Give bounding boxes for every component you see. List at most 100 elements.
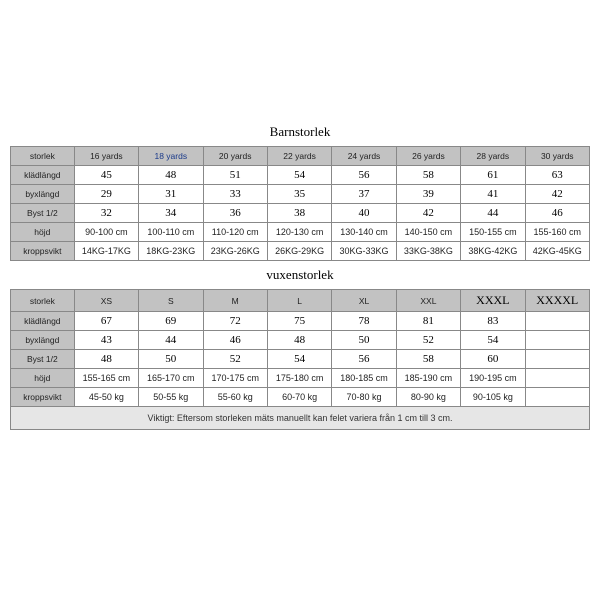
cell: [525, 369, 589, 388]
cell: 45: [74, 166, 138, 185]
cell: 78: [332, 312, 396, 331]
row-label: klädlängd: [11, 166, 75, 185]
row-label: Byst 1/2: [11, 204, 75, 223]
cell: 42KG-45KG: [525, 242, 589, 261]
cell: [525, 388, 589, 407]
cell: 75: [267, 312, 331, 331]
cell: 44: [461, 204, 525, 223]
table-row: höjd155-165 cm165-170 cm170-175 cm175-18…: [11, 369, 590, 388]
table-row: höjd90-100 cm100-110 cm110-120 cm120-130…: [11, 223, 590, 242]
cell: 56: [332, 166, 396, 185]
cell: 31: [139, 185, 203, 204]
cell: 46: [203, 331, 267, 350]
cell: 52: [203, 350, 267, 369]
cell: 48: [74, 350, 138, 369]
col-header: 20 yards: [203, 147, 267, 166]
cell: 61: [461, 166, 525, 185]
cell: 38KG-42KG: [461, 242, 525, 261]
col-header: XXL: [396, 290, 460, 312]
cell: 140-150 cm: [396, 223, 460, 242]
col-header: 30 yards: [525, 147, 589, 166]
child-size-table: storlek16 yards18 yards20 yards22 yards2…: [10, 146, 590, 261]
cell: 50: [332, 331, 396, 350]
cell: 43: [74, 331, 138, 350]
col-header: 16 yards: [74, 147, 138, 166]
col-header: XL: [332, 290, 396, 312]
cell: 18KG-23KG: [139, 242, 203, 261]
col-header: 26 yards: [396, 147, 460, 166]
cell: 26KG-29KG: [267, 242, 331, 261]
cell: 40: [332, 204, 396, 223]
cell: 81: [396, 312, 460, 331]
cell: 23KG-26KG: [203, 242, 267, 261]
row-label: byxlängd: [11, 331, 75, 350]
cell: 69: [139, 312, 203, 331]
cell: 32: [74, 204, 138, 223]
cell: 38: [267, 204, 331, 223]
row-label: höjd: [11, 369, 75, 388]
row-label: kroppsvikt: [11, 388, 75, 407]
cell: 180-185 cm: [332, 369, 396, 388]
cell: 100-110 cm: [139, 223, 203, 242]
row-label: klädlängd: [11, 312, 75, 331]
cell: 36: [203, 204, 267, 223]
cell: 44: [139, 331, 203, 350]
cell: 41: [461, 185, 525, 204]
cell: 46: [525, 204, 589, 223]
cell: 155-165 cm: [74, 369, 138, 388]
cell: [525, 312, 589, 331]
cell: 63: [525, 166, 589, 185]
cell: 60: [461, 350, 525, 369]
col-header: S: [139, 290, 203, 312]
cell: 55-60 kg: [203, 388, 267, 407]
cell: 14KG-17KG: [74, 242, 138, 261]
table-row: Byst 1/248505254565860: [11, 350, 590, 369]
cell: 58: [396, 350, 460, 369]
cell: 90-100 cm: [74, 223, 138, 242]
child-size-title: Barnstorlek: [10, 124, 590, 140]
table-row: kroppsvikt45-50 kg50-55 kg55-60 kg60-70 …: [11, 388, 590, 407]
cell: 35: [267, 185, 331, 204]
cell: 29: [74, 185, 138, 204]
cell: 42: [396, 204, 460, 223]
cell: 39: [396, 185, 460, 204]
cell: 70-80 kg: [332, 388, 396, 407]
cell: 72: [203, 312, 267, 331]
cell: 37: [332, 185, 396, 204]
cell: 33KG-38KG: [396, 242, 460, 261]
cell: 33: [203, 185, 267, 204]
cell: 54: [267, 166, 331, 185]
cell: 90-105 kg: [461, 388, 525, 407]
cell: 83: [461, 312, 525, 331]
cell: 50-55 kg: [139, 388, 203, 407]
cell: 48: [139, 166, 203, 185]
cell: 50: [139, 350, 203, 369]
table-row: klädlängd67697275788183: [11, 312, 590, 331]
col-header: XXXXL: [525, 290, 589, 312]
col-header: storlek: [11, 147, 75, 166]
col-header: M: [203, 290, 267, 312]
row-label: höjd: [11, 223, 75, 242]
adult-size-title: vuxenstorlek: [10, 267, 590, 283]
table-row: klädlängd4548515456586163: [11, 166, 590, 185]
row-label: Byst 1/2: [11, 350, 75, 369]
cell: 58: [396, 166, 460, 185]
cell: 185-190 cm: [396, 369, 460, 388]
adult-size-table: storlekXSSMLXLXXLXXXLXXXXL klädlängd6769…: [10, 289, 590, 407]
col-header: storlek: [11, 290, 75, 312]
cell: 67: [74, 312, 138, 331]
table-row: byxlängd2931333537394142: [11, 185, 590, 204]
cell: 150-155 cm: [461, 223, 525, 242]
col-header: L: [267, 290, 331, 312]
col-header: 28 yards: [461, 147, 525, 166]
table-row: kroppsvikt14KG-17KG18KG-23KG23KG-26KG26K…: [11, 242, 590, 261]
cell: 48: [267, 331, 331, 350]
cell: 130-140 cm: [332, 223, 396, 242]
cell: 165-170 cm: [139, 369, 203, 388]
footer-note: Viktigt: Eftersom storleken mäts manuell…: [10, 407, 590, 430]
cell: [525, 331, 589, 350]
col-header: XXXL: [461, 290, 525, 312]
child-header-row: storlek16 yards18 yards20 yards22 yards2…: [11, 147, 590, 166]
table-row: Byst 1/23234363840424446: [11, 204, 590, 223]
cell: 30KG-33KG: [332, 242, 396, 261]
